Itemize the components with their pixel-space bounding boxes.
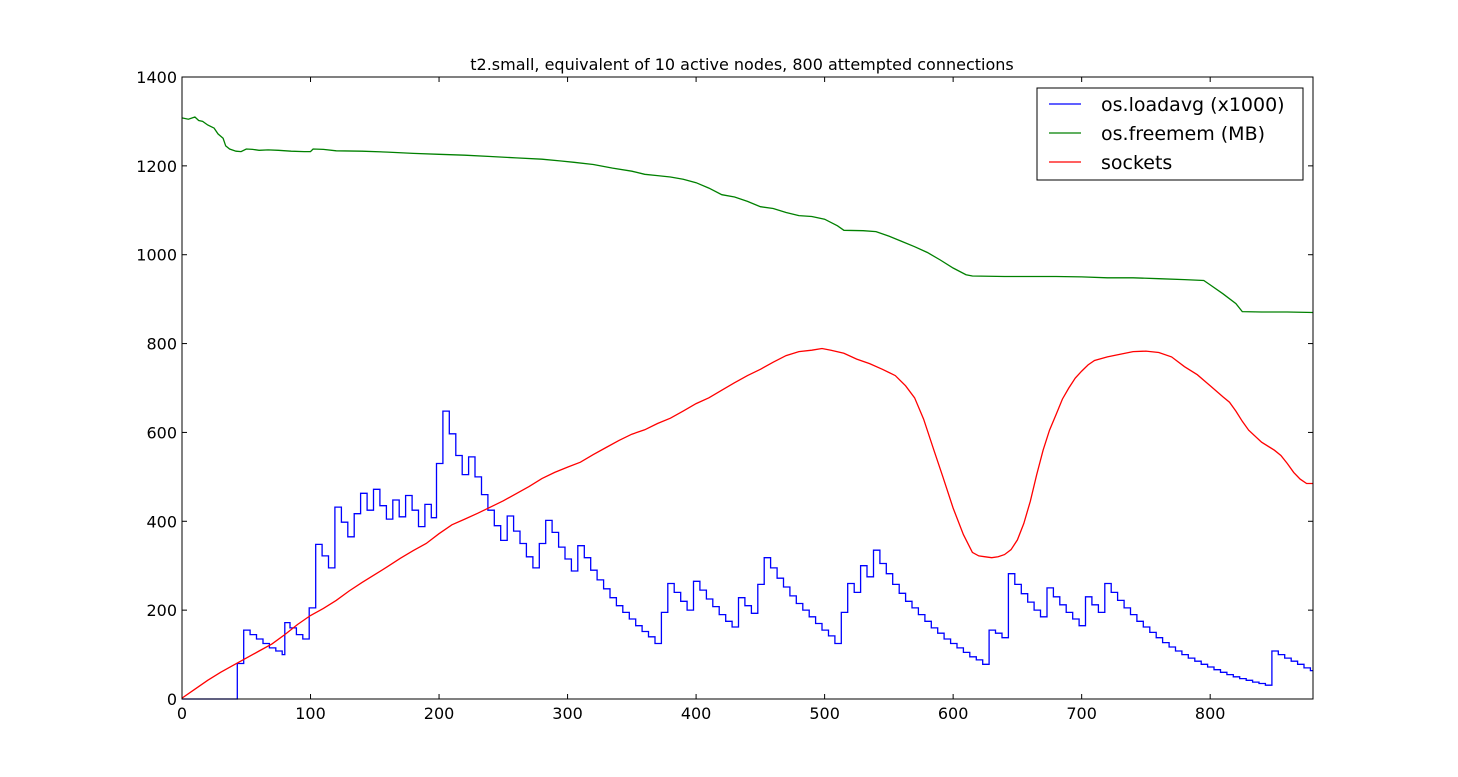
y-tick-label: 800 bbox=[146, 335, 177, 354]
y-tick-label: 600 bbox=[146, 423, 177, 442]
x-tick-label: 700 bbox=[1066, 704, 1097, 723]
series-line-0 bbox=[182, 410, 1313, 700]
y-tick-label: 0 bbox=[167, 690, 177, 709]
x-tick-label: 100 bbox=[295, 704, 326, 723]
x-tick-label: 400 bbox=[681, 704, 712, 723]
chart-title: t2.small, equivalent of 10 active nodes,… bbox=[470, 55, 1014, 74]
x-tick-label: 200 bbox=[424, 704, 455, 723]
legend-box bbox=[1036, 87, 1304, 181]
series-line-2 bbox=[181, 347, 1313, 699]
series-line-1 bbox=[181, 116, 1314, 314]
y-tick-label: 1000 bbox=[136, 246, 177, 265]
x-tick-label: 300 bbox=[552, 704, 583, 723]
series-layer bbox=[181, 116, 1314, 700]
x-tick-label: 0 bbox=[177, 704, 187, 723]
x-axis: 0 100 200 300 400 500 600 700 800 bbox=[177, 77, 1226, 723]
x-tick-label: 800 bbox=[1195, 704, 1226, 723]
legend: os.loadavg (x1000) os.freemem (MB) sockets bbox=[1036, 87, 1304, 181]
y-tick-label: 1400 bbox=[136, 68, 177, 87]
y-axis: 0 200 400 600 800 1000 1200 1400 bbox=[136, 68, 1313, 709]
legend-label-1: os.freemem (MB) bbox=[1101, 123, 1265, 145]
legend-label-2: sockets bbox=[1101, 152, 1172, 174]
plot-area-frame bbox=[181, 76, 1314, 700]
x-tick-label: 600 bbox=[938, 704, 969, 723]
x-tick-label: 500 bbox=[809, 704, 840, 723]
legend-label-0: os.loadavg (x1000) bbox=[1101, 94, 1285, 116]
y-tick-label: 1200 bbox=[136, 157, 177, 176]
y-tick-label: 200 bbox=[146, 601, 177, 620]
y-tick-label: 400 bbox=[146, 512, 177, 531]
